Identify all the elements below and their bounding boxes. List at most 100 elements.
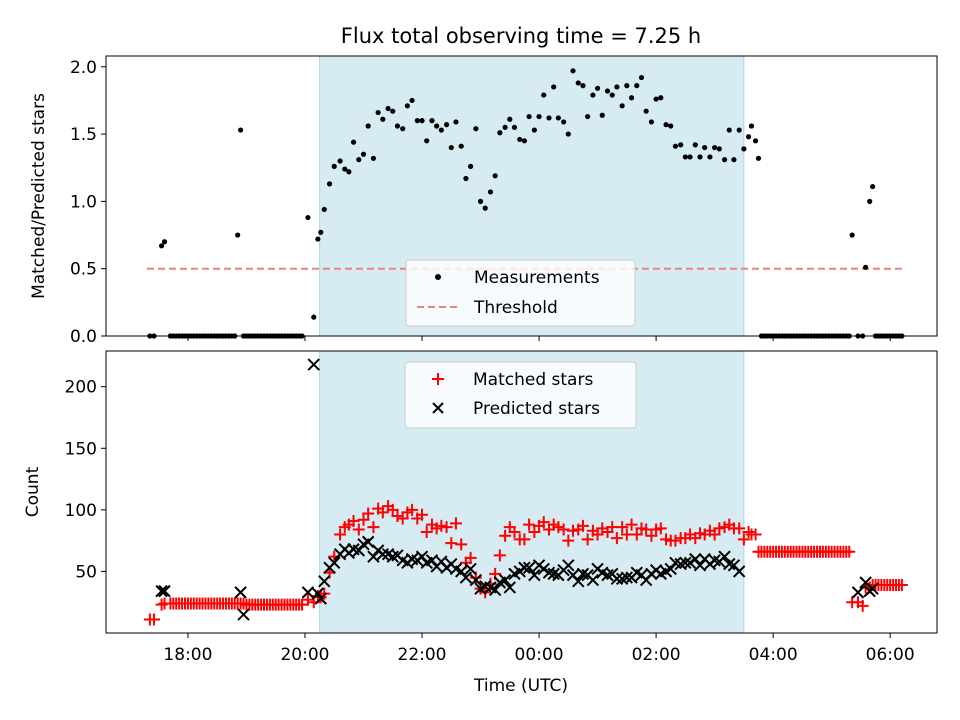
predicted-point xyxy=(866,582,879,595)
matched-point xyxy=(435,519,448,532)
measurement-point xyxy=(521,138,528,144)
matched-point xyxy=(552,521,565,534)
measurement-point xyxy=(682,154,688,160)
measurement-point xyxy=(429,118,435,124)
predicted-point xyxy=(488,583,502,597)
measurement-point xyxy=(453,119,459,125)
measurement-point xyxy=(375,109,381,116)
measurement-point xyxy=(745,134,752,140)
measurement-point xyxy=(619,103,625,109)
matched-point xyxy=(493,549,506,562)
measurement-point xyxy=(585,113,591,120)
measurement-point xyxy=(697,154,703,160)
predicted-point xyxy=(301,586,315,599)
matched-point xyxy=(749,528,762,541)
legend-measurements-marker xyxy=(435,274,441,280)
measurement-point xyxy=(161,239,168,245)
x-tick-label: 18:00 xyxy=(163,645,212,665)
measurement-point xyxy=(360,151,367,157)
measurement-point xyxy=(526,113,532,120)
matched-point xyxy=(416,508,429,521)
top-y-tick-label: 2.0 xyxy=(70,58,97,78)
measurement-point xyxy=(849,232,855,238)
matched-point xyxy=(357,513,370,526)
measurement-point xyxy=(570,68,576,74)
matched-point xyxy=(566,524,579,537)
measurement-point xyxy=(604,88,611,94)
matched-point xyxy=(396,512,409,525)
measurement-point xyxy=(487,189,494,195)
measurement-point xyxy=(687,154,693,160)
matched-point xyxy=(155,598,168,611)
legend-predicted-marker xyxy=(432,402,444,414)
predicted-point xyxy=(542,566,556,579)
measurement-point xyxy=(443,122,450,128)
predicted-point xyxy=(620,571,634,584)
matched-point xyxy=(654,522,667,535)
predicted-point xyxy=(547,567,560,581)
bottom-y-ticks: 50 100 150 200 xyxy=(65,378,106,582)
matched-point xyxy=(528,526,541,539)
top-y-tick-label: 0.0 xyxy=(70,327,97,347)
measurement-point xyxy=(565,131,571,137)
matched-point xyxy=(455,538,468,551)
measurement-point xyxy=(748,123,755,129)
measurement-point xyxy=(492,173,498,179)
measurement-point xyxy=(575,80,581,86)
matched-point xyxy=(742,526,755,539)
measurement-point xyxy=(394,123,401,129)
measurement-point xyxy=(477,198,484,204)
bottom-axes-frame xyxy=(105,350,938,634)
measurement-point xyxy=(235,232,241,238)
predicted-point xyxy=(683,556,697,570)
measurement-point xyxy=(721,157,728,163)
matched-point xyxy=(334,528,347,541)
matched-point xyxy=(669,534,682,547)
predicted-point xyxy=(318,575,331,588)
predicted-point xyxy=(610,572,624,586)
legend-matched-label: Matched stars xyxy=(473,370,593,390)
matched-point xyxy=(464,551,477,564)
legend-measurements-label: Measurements xyxy=(474,268,600,288)
matched-point xyxy=(391,510,404,523)
predicted-point xyxy=(562,559,575,572)
matched-point xyxy=(352,523,365,536)
legend-predicted-label: Predicted stars xyxy=(473,399,600,419)
matched-point xyxy=(737,533,750,546)
matched-point xyxy=(581,533,594,546)
predicted-point xyxy=(732,565,746,578)
measurement-point xyxy=(438,127,444,133)
measurement-point xyxy=(331,163,337,169)
measurement-point xyxy=(409,97,415,104)
matched-point xyxy=(301,593,314,606)
measurement-point xyxy=(726,127,732,133)
predicted-point xyxy=(723,557,736,571)
measurement-point xyxy=(643,108,649,114)
matched-point xyxy=(406,503,419,516)
matched-point xyxy=(708,528,721,541)
measurement-point xyxy=(634,83,640,89)
ratio-panel: 0.0 0.5 1.0 1.5 2.0 Flux total observing tim… xyxy=(29,24,938,347)
measurement-point xyxy=(546,115,552,121)
matched-point xyxy=(376,506,389,519)
matched-point xyxy=(856,599,869,612)
predicted-point xyxy=(576,567,590,581)
x-tick-label: 04:00 xyxy=(749,645,798,665)
measurement-point xyxy=(390,108,396,114)
predicted-point xyxy=(237,608,250,621)
measurement-point xyxy=(342,166,348,172)
measurement-point xyxy=(356,157,362,163)
matched-point xyxy=(362,507,375,520)
matched-point xyxy=(499,529,512,542)
predicted-point xyxy=(518,561,531,574)
measurement-point xyxy=(458,143,464,149)
predicted-point xyxy=(158,584,171,598)
predicted-point xyxy=(415,550,429,563)
matched-point xyxy=(440,521,453,534)
measurement-point xyxy=(502,124,508,130)
top-y-tick-label: 1.0 xyxy=(70,192,97,212)
measurement-point xyxy=(400,126,406,132)
measurement-point xyxy=(628,95,635,101)
measurement-point xyxy=(497,130,503,136)
predicted-point xyxy=(586,573,600,587)
